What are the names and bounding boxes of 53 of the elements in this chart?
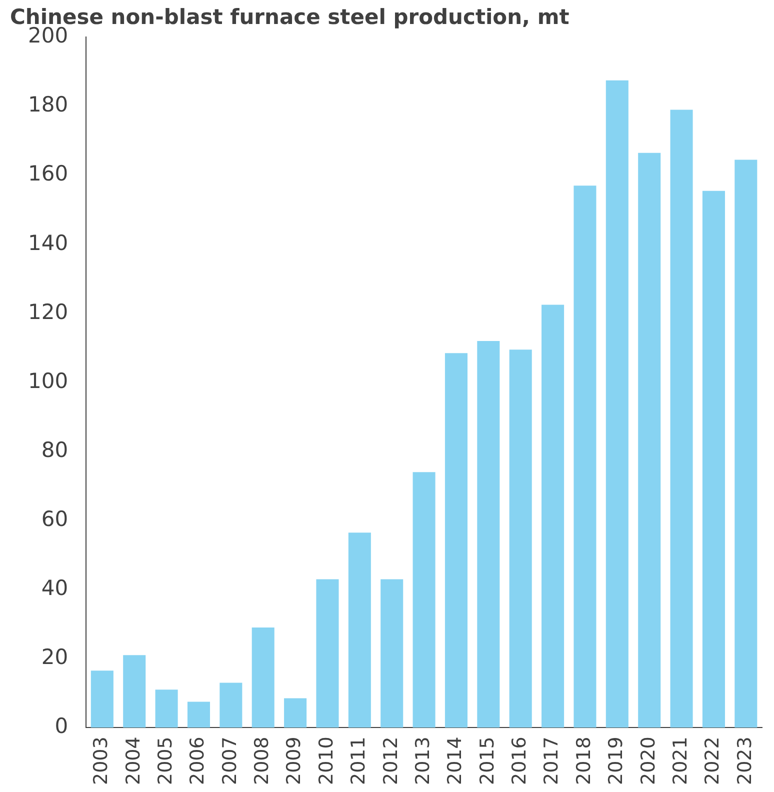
x-tick-label: 2018 [572, 736, 595, 786]
y-tick-label: 20 [41, 645, 68, 670]
y-tick-label: 100 [28, 368, 68, 393]
x-tick-label: 2012 [380, 736, 402, 786]
bar [638, 152, 661, 728]
x-tick-label: 2014 [444, 736, 466, 786]
y-tick-label: 0 [54, 714, 68, 738]
bar [542, 304, 564, 728]
x-tick-label: 2016 [508, 736, 531, 786]
bar [155, 690, 178, 728]
bar [252, 628, 274, 728]
x-tick-label: 2013 [412, 736, 434, 786]
bar [412, 472, 436, 728]
bar [477, 340, 500, 728]
bar [284, 698, 307, 728]
x-tick-label: 2004 [122, 736, 144, 786]
x-tick-label: 2021 [669, 736, 692, 786]
y-tick-label: 60 [41, 506, 68, 531]
x-tick-label: 2010 [315, 736, 338, 786]
x-tick-label: 2008 [251, 736, 274, 786]
x-tick-label: 2011 [348, 736, 370, 786]
x-tick-label: 2022 [702, 736, 724, 786]
y-tick-label: 40 [41, 576, 68, 600]
bar [380, 579, 404, 728]
bar [90, 670, 114, 728]
bar [606, 80, 628, 728]
x-tick-label: 2006 [186, 736, 209, 786]
x-tick-label: 2009 [283, 736, 306, 786]
bar [316, 579, 339, 728]
x-tick-label: 2007 [218, 736, 241, 786]
x-tick-label: 2015 [476, 736, 498, 786]
y-tick-label: 80 [41, 438, 68, 462]
x-tick-label: 2020 [637, 736, 660, 786]
bar [220, 682, 242, 728]
x-tick-label: 2003 [90, 736, 112, 786]
bar [509, 350, 532, 728]
x-tick-label: 2019 [605, 736, 628, 786]
x-tick-label: 2023 [734, 736, 756, 786]
bar [123, 655, 146, 728]
bar [702, 190, 725, 728]
y-tick-label: 180 [28, 92, 68, 117]
bar [444, 353, 468, 728]
y-tick-label: 200 [28, 24, 68, 48]
bar [574, 186, 596, 728]
y-tick-label: 120 [28, 300, 68, 324]
bar [187, 702, 210, 728]
y-tick-label: 160 [28, 162, 68, 186]
x-tick-label: 2017 [540, 736, 563, 786]
bar [670, 110, 693, 728]
bar [734, 160, 758, 728]
bar [348, 532, 371, 728]
x-tick-label: 2005 [154, 736, 176, 786]
y-tick-label: 140 [28, 230, 68, 255]
